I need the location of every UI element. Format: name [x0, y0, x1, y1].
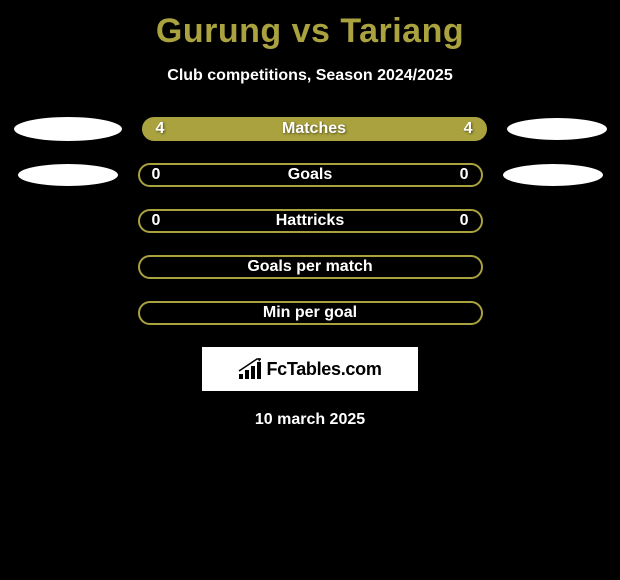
stat-value-left: 4 [156, 120, 165, 138]
subtitle: Club competitions, Season 2024/2025 [0, 67, 620, 85]
left-ellipse [18, 164, 118, 186]
stat-value-right: 0 [460, 212, 469, 230]
stat-row-matches: 4 Matches 4 [0, 117, 620, 141]
stat-bar: 4 Matches 4 [142, 117, 487, 141]
stat-bar: Goals per match [138, 255, 483, 279]
date-text: 10 march 2025 [0, 411, 620, 429]
stat-label: Matches [282, 120, 346, 138]
spacer [503, 301, 611, 325]
stat-label: Hattricks [276, 212, 344, 230]
right-ellipse [507, 118, 607, 140]
spacer [503, 209, 611, 233]
stat-label: Goals per match [247, 258, 372, 276]
stat-row-goals: 0 Goals 0 [0, 163, 620, 187]
stat-row-min-per-goal: Min per goal [0, 301, 620, 325]
spacer [503, 255, 611, 279]
growth-chart-icon [238, 358, 262, 380]
brand-inner: FcTables.com [238, 358, 381, 380]
stat-value-left: 0 [152, 212, 161, 230]
stats-content: 4 Matches 4 0 Goals 0 0 Hattricks 0 Goal… [0, 117, 620, 325]
stat-row-hattricks: 0 Hattricks 0 [0, 209, 620, 233]
stat-bar: 0 Hattricks 0 [138, 209, 483, 233]
stat-value-right: 0 [460, 166, 469, 184]
stat-label: Min per goal [263, 304, 357, 322]
page-title: Gurung vs Tariang [0, 0, 620, 51]
brand-box: FcTables.com [202, 347, 418, 391]
stat-value-right: 4 [464, 120, 473, 138]
stat-value-left: 0 [152, 166, 161, 184]
right-ellipse [503, 164, 603, 186]
left-ellipse [14, 117, 122, 141]
stat-bar: 0 Goals 0 [138, 163, 483, 187]
stat-bar: Min per goal [138, 301, 483, 325]
spacer [10, 209, 118, 233]
spacer [10, 255, 118, 279]
stat-label: Goals [288, 166, 332, 184]
stat-row-goals-per-match: Goals per match [0, 255, 620, 279]
spacer [10, 301, 118, 325]
brand-text: FcTables.com [266, 359, 381, 380]
